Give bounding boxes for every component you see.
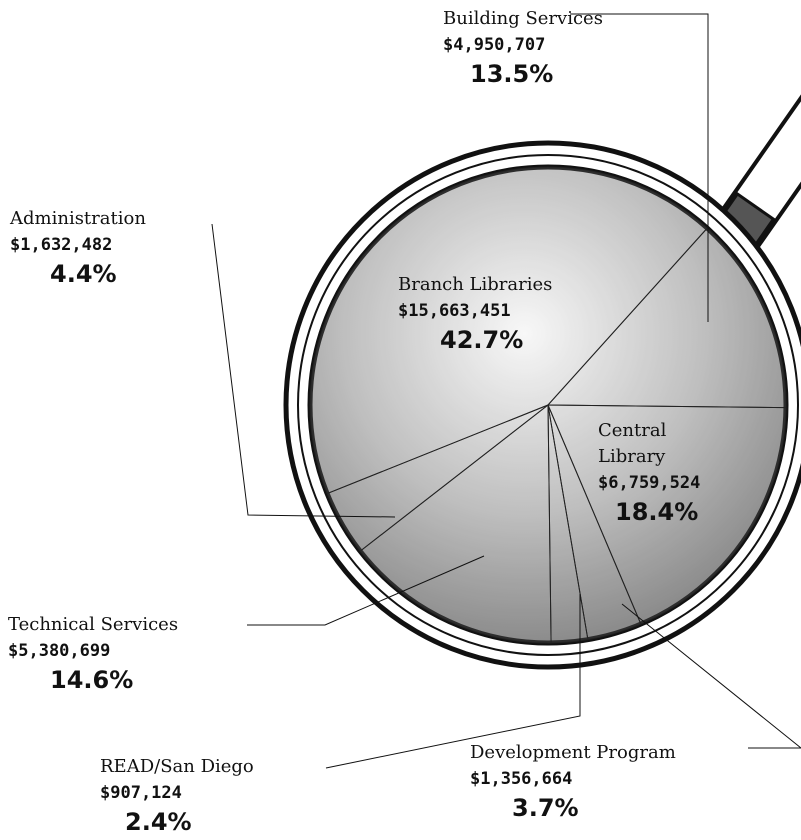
pie-slice [546,227,787,409]
slice-label: Central Library $6,759,524 18.4% [598,418,708,528]
pie-slice [359,403,552,644]
category-label: Technical Services [8,614,179,635]
category-label: Branch Libraries [398,274,553,295]
pie-slice [547,404,787,625]
value-label: $4,950,707 [443,35,546,55]
share-label: 4.4% [50,260,117,288]
category-label: Building Services [443,8,603,29]
slice-label: Branch Libraries $15,663,451 42.7% [398,272,552,356]
value-label: $6,759,524 [598,473,701,493]
category-label: Development Program [470,742,676,763]
leader-line [211,223,396,518]
value-label: $907,124 [100,783,182,803]
value-label: $15,663,451 [398,301,511,321]
share-label: 14.6% [50,666,134,694]
share-label: 3.7% [512,794,579,822]
share-label: 18.4% [615,498,699,526]
category-label: Administration [10,208,146,229]
value-label: $1,356,664 [470,769,573,789]
ring-line [297,154,799,656]
slice-label: Building Services $4,950,707 13.5% [443,6,603,90]
share-label: 42.7% [440,326,524,354]
leader-line [621,603,801,749]
category-label: READ/San Diego [100,756,254,777]
share-label: 13.5% [470,60,554,88]
value-label: $1,632,482 [10,235,113,255]
slice-label: Technical Services $5,380,699 14.6% [8,612,178,696]
value-label: $5,380,699 [8,641,111,661]
slice-label: Administration $1,632,482 4.4% [10,206,146,290]
leader-line [247,555,485,626]
leader-line [570,13,709,322]
pie-slice [309,166,708,495]
share-label: 2.4% [125,808,192,836]
slice-label: READ/San Diego $907,124 2.4% [100,754,254,838]
slice-label: Development Program $1,356,664 3.7% [470,740,676,824]
leader-line [325,594,581,769]
category-label: Central Library [598,420,667,467]
